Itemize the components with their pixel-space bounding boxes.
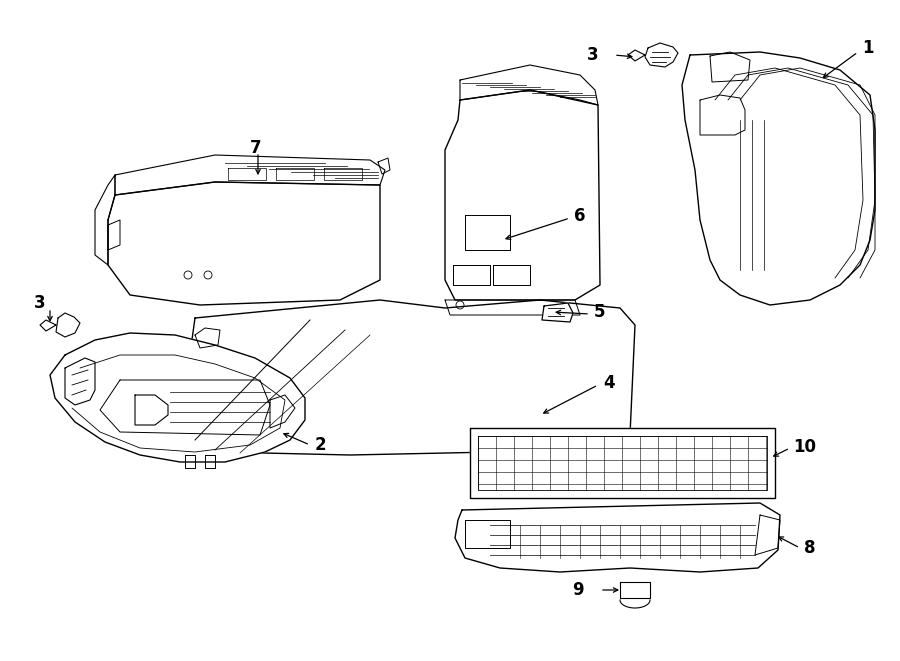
- Polygon shape: [460, 65, 598, 105]
- Polygon shape: [645, 43, 678, 67]
- Text: 7: 7: [250, 139, 262, 157]
- Polygon shape: [56, 313, 80, 337]
- Text: 10: 10: [793, 438, 816, 456]
- Text: 8: 8: [804, 539, 815, 557]
- Text: 4: 4: [603, 374, 615, 392]
- Polygon shape: [445, 90, 600, 300]
- Text: 1: 1: [862, 39, 874, 57]
- Text: 3: 3: [34, 294, 46, 312]
- Text: 3: 3: [587, 46, 598, 64]
- Polygon shape: [455, 503, 780, 572]
- Polygon shape: [65, 358, 95, 405]
- Polygon shape: [542, 303, 573, 322]
- Polygon shape: [682, 52, 875, 305]
- Polygon shape: [108, 182, 380, 305]
- Polygon shape: [40, 320, 56, 331]
- Text: 2: 2: [315, 436, 327, 454]
- Polygon shape: [115, 155, 385, 195]
- Text: 6: 6: [574, 207, 586, 225]
- Polygon shape: [445, 300, 580, 315]
- Text: 9: 9: [572, 581, 584, 599]
- Polygon shape: [628, 50, 645, 61]
- Polygon shape: [95, 175, 115, 265]
- Polygon shape: [620, 582, 650, 598]
- Polygon shape: [470, 428, 775, 498]
- Text: 5: 5: [594, 303, 606, 321]
- Polygon shape: [185, 300, 635, 455]
- Polygon shape: [50, 333, 305, 462]
